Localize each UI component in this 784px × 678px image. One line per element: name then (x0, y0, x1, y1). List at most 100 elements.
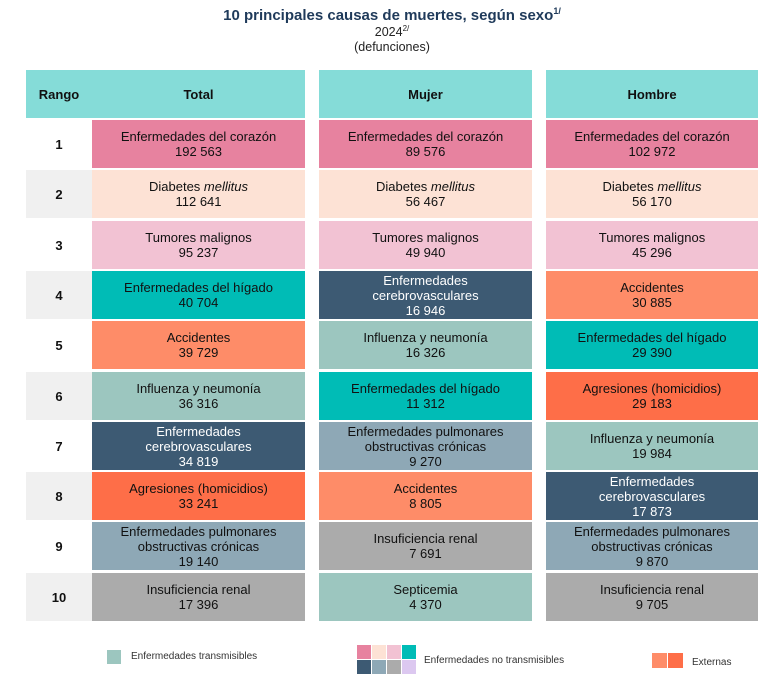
cause-cell-total: Tumores malignos 95 237 (92, 221, 305, 269)
cause-cell-mujer: Influenza y neumonía 16 326 (319, 321, 532, 369)
death-count: 7 691 (409, 546, 442, 561)
death-count: 34 819 (178, 453, 219, 469)
cause-name: Septicemia (393, 582, 458, 597)
legend-externas-swatch (668, 653, 683, 668)
cause-name-italic: mellitus (203, 179, 248, 194)
cause-cell-hombre: Insuficiencia renal 9 705 (546, 573, 758, 621)
death-count: 40 704 (178, 295, 219, 310)
cause-cell-hombre: Tumores malignos 45 296 (546, 221, 758, 269)
legend-no-transmisibles-swatch (357, 660, 371, 674)
cause-cell-mujer: Enfermedades del corazón 89 576 (319, 120, 532, 168)
cause-cell-mujer: Enfermedades del hígado 11 312 (319, 372, 532, 420)
cause-name: Agresiones (homicidios) (129, 481, 268, 496)
death-count: 192 563 (175, 144, 222, 159)
cause-name: Enfermedades cerebrovasculares (145, 423, 252, 454)
cause-cell-hombre: Accidentes 30 885 (546, 271, 758, 319)
cause-cell-mujer: Accidentes 8 805 (319, 472, 532, 520)
legend-externas-label: Externas (692, 657, 732, 668)
cause-cell-mujer: Enfermedades pulmonares obstructivas cró… (319, 422, 532, 470)
header-mujer: Mujer (319, 70, 532, 118)
cause-name: Insuficiencia renal (146, 582, 251, 597)
cause-name: Enfermedades del hígado (124, 280, 273, 295)
cause-name: Enfermedades del corazón (574, 129, 730, 144)
death-count: 89 576 (405, 144, 446, 159)
year-label: 20242/ (374, 24, 410, 40)
cause-name: Enfermedades del hígado (577, 330, 727, 345)
cause-name: Enfermedades pulmonares obstructivas cró… (120, 523, 277, 554)
death-count: 16 326 (405, 345, 446, 360)
rank-cell: 3 (55, 237, 63, 253)
death-count: 8 805 (409, 496, 442, 511)
death-count: 9 705 (635, 597, 669, 612)
cause-name: Diabetes mellitus (602, 179, 702, 194)
death-count: 4 370 (409, 597, 442, 612)
death-count: 102 972 (628, 144, 676, 159)
header-hombre: Hombre (546, 70, 758, 118)
rank-cell: 10 (26, 573, 92, 621)
cause-cell-hombre: Enfermedades pulmonares obstructivas cró… (546, 522, 758, 570)
death-count: 9 270 (409, 453, 442, 469)
legend-transmisibles-swatch (107, 650, 121, 664)
death-count: 112 641 (175, 194, 222, 209)
cause-cell-mujer: Tumores malignos 49 940 (319, 221, 532, 269)
cause-name-italic: mellitus (657, 179, 702, 194)
death-count: 9 870 (635, 553, 669, 569)
legend-externas-swatch (652, 653, 667, 668)
cause-name: Tumores malignos (598, 230, 706, 245)
legend-no-transmisibles-swatch (402, 660, 416, 674)
death-count: 56 170 (632, 194, 672, 209)
cause-name: Enfermedades pulmonares obstructivas cró… (573, 523, 731, 554)
legend-no-transmisibles-label: Enfermedades no transmisibles (424, 655, 565, 666)
cause-cell-hombre: Influenza y neumonía 19 984 (546, 422, 758, 470)
rank-cell: 5 (55, 337, 63, 353)
cause-cell-total: Enfermedades pulmonares obstructivas cró… (92, 522, 305, 570)
death-count: 33 241 (178, 496, 219, 511)
rank-cell: 9 (55, 538, 63, 554)
death-count: 16 946 (405, 302, 446, 318)
header-total: Total (92, 70, 305, 118)
death-count: 36 316 (178, 396, 219, 411)
cause-name: Accidentes (620, 280, 684, 295)
death-count: 11 312 (406, 396, 445, 411)
cause-name: Tumores malignos (145, 230, 252, 245)
cause-name: Diabetes mellitus (375, 179, 475, 194)
rank-cell: 1 (55, 136, 63, 152)
cause-name: Tumores malignos (372, 230, 479, 245)
cause-cell-hombre: Agresiones (homicidios) 29 183 (546, 372, 758, 420)
cause-cell-mujer: Insuficiencia renal 7 691 (319, 522, 532, 570)
cause-name: Accidentes (166, 330, 231, 345)
cause-cell-mujer: Diabetes mellitus 56 467 (319, 170, 532, 218)
legend-no-transmisibles-swatch (387, 645, 401, 659)
death-count: 29 183 (632, 396, 672, 411)
death-count: 45 296 (632, 245, 672, 260)
cause-cell-total: Agresiones (homicidios) 33 241 (92, 472, 305, 520)
death-count: 17 396 (178, 597, 219, 612)
cause-cell-total: Enfermedades del hígado 40 704 (92, 271, 305, 319)
death-count: 19 140 (178, 553, 219, 569)
cause-cell-total: Insuficiencia renal 17 396 (92, 573, 305, 621)
legend-transmisibles-label: Enfermedades transmisibles (131, 651, 258, 662)
cause-name: Enfermedades del corazón (347, 129, 504, 144)
cause-cell-total: Accidentes 39 729 (92, 321, 305, 369)
cause-name: Influenza y neumonía (136, 381, 261, 396)
cause-name: Enfermedades cerebrovasculares (372, 272, 479, 303)
cause-cell-mujer: Septicemia 4 370 (319, 573, 532, 621)
cause-name: Enfermedades del hígado (351, 381, 500, 396)
cause-name-italic: mellitus (430, 179, 475, 194)
cause-name: Enfermedades cerebrovasculares (598, 473, 706, 504)
header-rank: Rango (26, 70, 92, 118)
death-count: 49 940 (405, 245, 446, 260)
legend-no-transmisibles-swatch (387, 660, 401, 674)
rank-cell: 7 (55, 438, 63, 454)
cause-cell-hombre: Diabetes mellitus 56 170 (546, 170, 758, 218)
cause-name: Influenza y neumonía (589, 431, 715, 446)
legend-no-transmisibles-swatch (402, 645, 416, 659)
year-footnote: 2/ (402, 24, 410, 33)
death-count: 19 984 (632, 446, 672, 461)
title-footnote: 1/ (553, 6, 561, 16)
cause-name: Enfermedades del corazón (120, 129, 277, 144)
legend-no-transmisibles-swatch (372, 660, 386, 674)
cause-name: Insuficiencia renal (599, 582, 705, 597)
rank-cell: 6 (26, 372, 92, 420)
rank-cell: 4 (26, 271, 92, 319)
